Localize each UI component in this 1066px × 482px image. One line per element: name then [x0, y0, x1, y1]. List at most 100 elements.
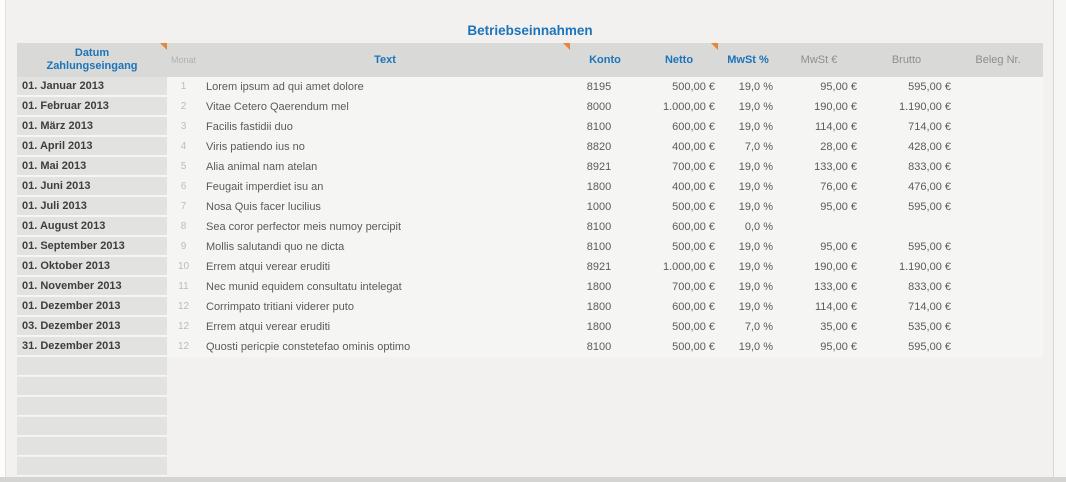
cell-konto[interactable]: 8000: [586, 101, 612, 113]
cell-netto[interactable]: 600,00 €: [672, 221, 715, 233]
cell-date[interactable]: 01. September 2013: [17, 237, 167, 256]
scrollbar-track[interactable]: [1053, 0, 1066, 482]
column-header-mwst-percent[interactable]: MwSt %: [727, 53, 769, 66]
cell-mwst-eur[interactable]: [778, 217, 860, 237]
cell-beleg-nr[interactable]: [953, 117, 1043, 137]
cell-brutto[interactable]: 595,00 €: [908, 81, 951, 93]
cell-month[interactable]: 7: [180, 201, 187, 212]
cell-text[interactable]: Facilis fastidii duo: [206, 121, 293, 133]
cell-brutto[interactable]: 714,00 €: [908, 121, 951, 133]
cell-text[interactable]: Feugait imperdiet isu an: [206, 181, 324, 193]
cell-month[interactable]: 8: [180, 221, 187, 232]
cell-netto[interactable]: 700,00 €: [672, 281, 715, 293]
cell-beleg-nr[interactable]: [953, 337, 1043, 357]
cell-beleg-nr[interactable]: [953, 137, 1043, 157]
cell-mwst-eur[interactable]: 190,00 €: [814, 101, 857, 113]
cell-mwst-percent[interactable]: 19,0 %: [738, 201, 773, 213]
cell-mwst-percent[interactable]: 19,0 %: [738, 301, 773, 313]
cell-konto[interactable]: 8820: [586, 141, 612, 153]
cell-date[interactable]: 01. Februar 2013: [17, 97, 167, 116]
cell-mwst-eur[interactable]: 95,00 €: [820, 341, 857, 353]
cell-netto[interactable]: 700,00 €: [672, 161, 715, 173]
cell-text[interactable]: Nec munid equidem consultatu intelegat: [206, 281, 402, 293]
cell-beleg-nr[interactable]: [953, 97, 1043, 117]
cell-date-empty[interactable]: [17, 437, 167, 456]
cell-beleg-nr[interactable]: [953, 277, 1043, 297]
cell-date-empty[interactable]: [17, 357, 167, 376]
cell-beleg-nr[interactable]: [953, 177, 1043, 197]
cell-text[interactable]: Lorem ipsum ad qui amet dolore: [206, 81, 364, 93]
cell-konto[interactable]: 1800: [586, 281, 612, 293]
cell-month[interactable]: 10: [177, 261, 190, 272]
cell-text[interactable]: Mollis salutandi quo ne dicta: [206, 241, 345, 253]
cell-date[interactable]: 01. Juli 2013: [17, 197, 167, 216]
column-header-text[interactable]: Text: [200, 43, 570, 77]
cell-month[interactable]: 5: [180, 161, 187, 172]
cell-month[interactable]: 6: [180, 181, 187, 192]
cell-mwst-percent[interactable]: 7,0 %: [744, 141, 773, 153]
cell-brutto[interactable]: [860, 217, 953, 237]
cell-brutto[interactable]: 476,00 €: [908, 181, 951, 193]
cell-text[interactable]: Corrimpato tritiani viderer puto: [206, 301, 354, 313]
cell-month[interactable]: 9: [180, 241, 187, 252]
cell-netto[interactable]: 400,00 €: [672, 181, 715, 193]
cell-netto[interactable]: 1.000,00 €: [663, 261, 715, 273]
cell-netto[interactable]: 500,00 €: [672, 241, 715, 253]
cell-konto[interactable]: 8921: [586, 261, 612, 273]
cell-mwst-percent[interactable]: 19,0 %: [738, 281, 773, 293]
cell-mwst-eur[interactable]: 95,00 €: [820, 201, 857, 213]
column-header-mwst-eur[interactable]: MwSt €: [800, 53, 838, 66]
cell-mwst-percent[interactable]: 7,0 %: [744, 321, 773, 333]
cell-month[interactable]: 12: [177, 321, 190, 332]
cell-mwst-percent[interactable]: 19,0 %: [738, 121, 773, 133]
cell-beleg-nr[interactable]: [953, 217, 1043, 237]
cell-netto[interactable]: 500,00 €: [672, 321, 715, 333]
cell-date[interactable]: 01. Mai 2013: [17, 157, 167, 176]
cell-netto[interactable]: 500,00 €: [672, 81, 715, 93]
cell-month[interactable]: 11: [178, 281, 189, 292]
cell-brutto[interactable]: 535,00 €: [908, 321, 951, 333]
cell-brutto[interactable]: 1.190,00 €: [899, 101, 951, 113]
cell-mwst-eur[interactable]: 190,00 €: [814, 261, 857, 273]
cell-mwst-eur[interactable]: 35,00 €: [820, 321, 857, 333]
cell-mwst-eur[interactable]: 95,00 €: [820, 241, 857, 253]
column-header-monat[interactable]: Monat: [170, 54, 196, 65]
cell-brutto[interactable]: 595,00 €: [908, 241, 951, 253]
cell-mwst-percent[interactable]: 19,0 %: [738, 81, 773, 93]
cell-beleg-nr[interactable]: [953, 197, 1043, 217]
cell-brutto[interactable]: 428,00 €: [908, 141, 951, 153]
cell-text[interactable]: Errem atqui verear eruditi: [206, 321, 331, 333]
cell-brutto[interactable]: 833,00 €: [908, 281, 951, 293]
cell-mwst-eur[interactable]: 133,00 €: [814, 281, 857, 293]
cell-konto[interactable]: 1800: [586, 301, 612, 313]
cell-mwst-percent[interactable]: 19,0 %: [738, 161, 773, 173]
cell-brutto[interactable]: 833,00 €: [908, 161, 951, 173]
cell-month[interactable]: 1: [180, 81, 187, 92]
cell-beleg-nr[interactable]: [953, 157, 1043, 177]
cell-text[interactable]: Alia animal nam atelan: [206, 161, 318, 173]
cell-mwst-eur[interactable]: 76,00 €: [820, 181, 857, 193]
cell-brutto[interactable]: 595,00 €: [908, 341, 951, 353]
cell-mwst-eur[interactable]: 95,00 €: [820, 81, 857, 93]
cell-konto[interactable]: 8921: [586, 161, 612, 173]
column-header-brutto[interactable]: Brutto: [891, 53, 922, 66]
cell-konto[interactable]: 8195: [586, 81, 612, 93]
cell-month[interactable]: 3: [180, 121, 187, 132]
cell-netto[interactable]: 500,00 €: [672, 201, 715, 213]
cell-beleg-nr[interactable]: [953, 257, 1043, 277]
cell-mwst-eur[interactable]: 114,00 €: [814, 301, 857, 313]
cell-month[interactable]: 12: [177, 301, 190, 312]
cell-netto[interactable]: 600,00 €: [672, 301, 715, 313]
cell-mwst-percent[interactable]: 0,0 %: [744, 221, 773, 233]
cell-date-empty[interactable]: [17, 377, 167, 396]
cell-netto[interactable]: 500,00 €: [672, 341, 715, 353]
cell-date[interactable]: 01. Dezember 2013: [17, 297, 167, 316]
cell-mwst-percent[interactable]: 19,0 %: [738, 101, 773, 113]
cell-month[interactable]: 2: [180, 101, 187, 112]
cell-text[interactable]: Vitae Cetero Qaerendum mel: [206, 101, 349, 113]
cell-brutto[interactable]: 714,00 €: [908, 301, 951, 313]
column-header-konto[interactable]: Konto: [589, 53, 621, 66]
cell-beleg-nr[interactable]: [953, 237, 1043, 257]
cell-mwst-percent[interactable]: 19,0 %: [738, 241, 773, 253]
cell-date[interactable]: 31. Dezember 2013: [17, 337, 167, 356]
